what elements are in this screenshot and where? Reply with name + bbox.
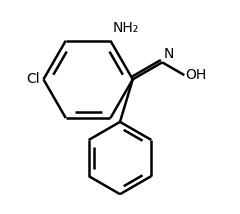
Text: NH₂: NH₂ xyxy=(113,21,139,35)
Text: OH: OH xyxy=(185,68,207,82)
Text: Cl: Cl xyxy=(27,72,40,86)
Text: N: N xyxy=(163,47,174,61)
